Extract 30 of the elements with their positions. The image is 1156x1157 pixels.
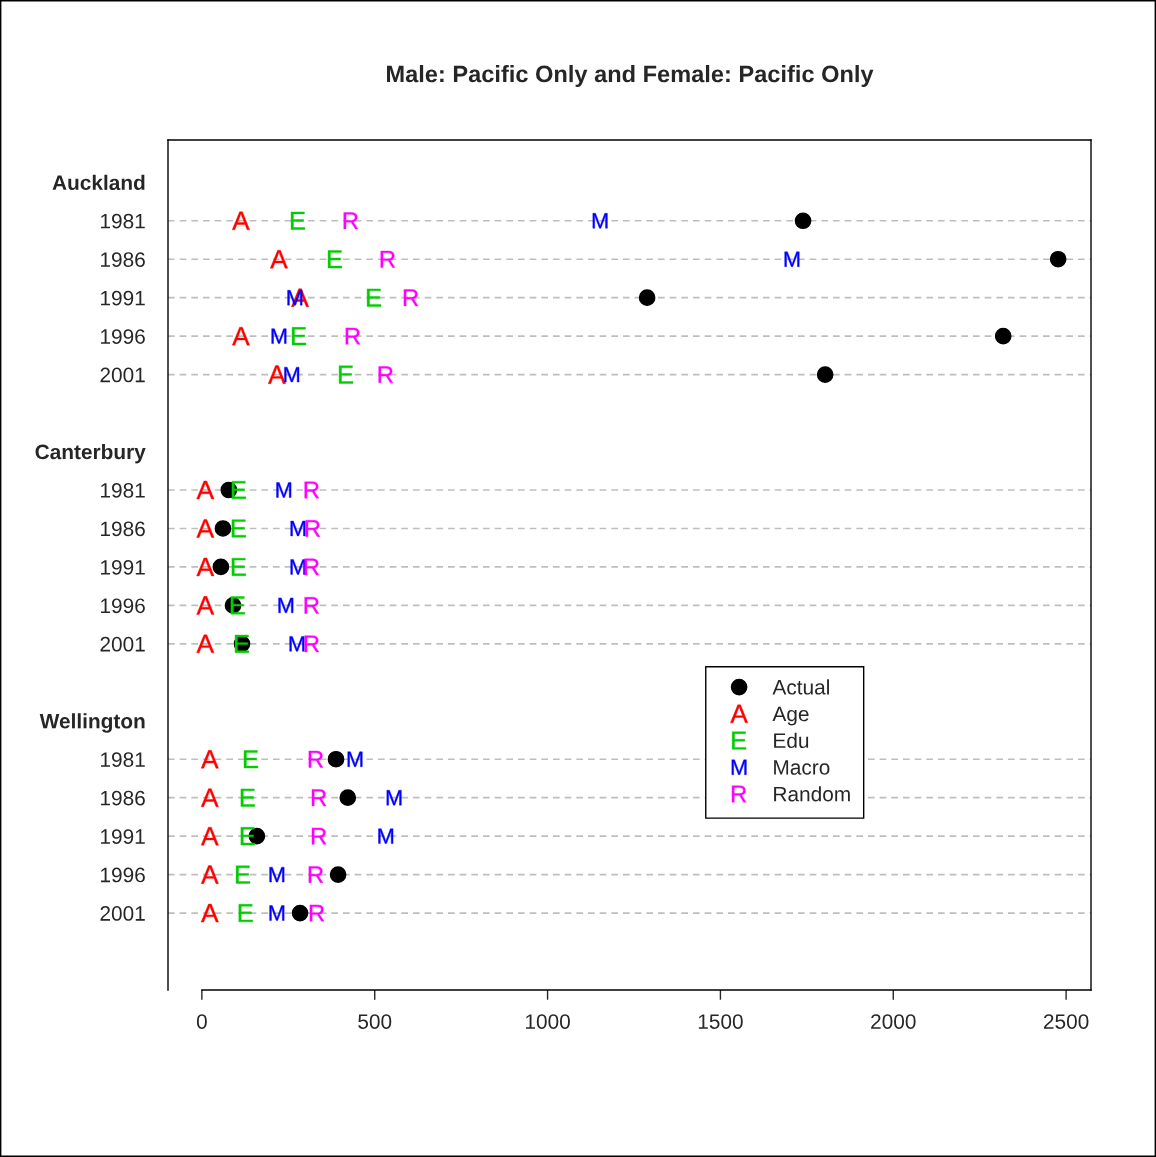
x-tick-label: 1500 (698, 1014, 743, 1029)
y-tick-label: Wellington (39, 713, 145, 733)
y-tick-label: 1986 (101, 521, 145, 537)
y-tick-label: 2001 (100, 906, 145, 921)
y-tick-label: 1991 (101, 290, 145, 306)
y-tick-label: 2001 (100, 367, 145, 383)
legend-label: Edu (774, 732, 809, 749)
y-tick-label: 1981 (101, 213, 145, 229)
y-tick-label: Canterbury (35, 443, 146, 464)
chart-title: Male: Pacific Only and Female: Pacific Only (387, 65, 874, 88)
x-tick-label: 0 (196, 1014, 207, 1029)
y-tick-label: 1996 (101, 329, 145, 344)
y-tick-label: 1986 (101, 790, 145, 806)
x-tick-label: 2500 (1043, 1014, 1089, 1029)
y-tick-label: 1996 (101, 867, 145, 883)
legend-label: Age (772, 706, 809, 726)
x-tick-label: 500 (358, 1014, 392, 1029)
y-tick-label: 1991 (101, 829, 145, 844)
x-tick-label: 1000 (525, 1014, 570, 1029)
legend-label: Random (774, 786, 850, 802)
y-tick-label: 1981 (101, 483, 145, 498)
y-tick-label: 2001 (100, 636, 145, 652)
legend-label: Macro (774, 760, 830, 775)
y-tick-label: 1996 (101, 598, 145, 614)
y-tick-label: Auckland (52, 174, 145, 191)
y-tick-label: 1981 (101, 752, 145, 767)
legend-label: Actual (772, 679, 829, 695)
y-tick-label: 1991 (101, 559, 145, 575)
x-tick-label: 2000 (871, 1014, 916, 1029)
y-tick-label: 1986 (101, 252, 145, 267)
